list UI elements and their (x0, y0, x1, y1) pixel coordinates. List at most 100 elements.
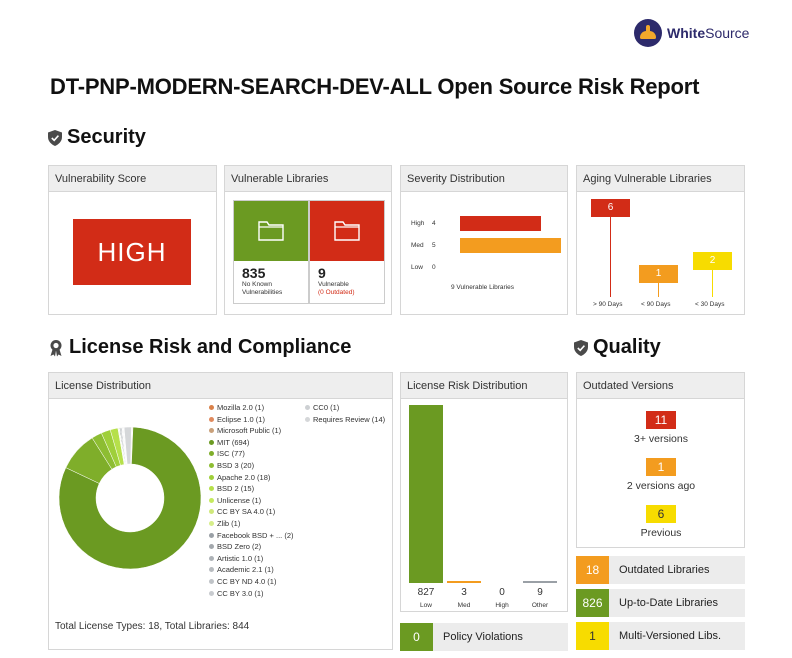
license-risk-label: Low (420, 602, 432, 609)
legend-label: CC BY ND 4.0 (1) (217, 577, 277, 586)
legend-dot (209, 439, 214, 445)
quality-metric: 1 Multi-Versioned Libs. (576, 622, 745, 650)
legend-dot (209, 544, 214, 550)
quality-metric: 18 Outdated Libraries (576, 556, 745, 584)
legend-dot (209, 451, 214, 457)
legend-dot (209, 416, 214, 422)
legend-dot (209, 509, 214, 515)
legend-label: MIT (694) (217, 437, 250, 447)
legend-label: Artistic 1.0 (1) (217, 553, 264, 563)
legend-label: CC BY SA 4.0 (1) (217, 507, 276, 517)
report-title: DT-PNP-MODERN-SEARCH-DEV-ALL Open Source… (50, 74, 700, 99)
license-risk-bar (447, 581, 481, 583)
legend-label: Requires Review (14) (313, 414, 386, 424)
vulnerable-label: Vulnerable (318, 281, 349, 288)
legend-item: Mozilla 2.0 (1) (209, 403, 264, 412)
folder-icon (334, 221, 360, 241)
legend-item: Apache 2.0 (18) (209, 473, 270, 482)
panel-title: License Risk Distribution (401, 373, 567, 399)
whitesource-logo: WhiteSource (634, 18, 749, 48)
vulnerability-score-panel: Vulnerability Score HIGH (48, 165, 217, 315)
legend-label: ISC (77) (217, 449, 245, 459)
severity-bar (460, 216, 541, 231)
quality-metric-value: 826 (576, 589, 609, 617)
legend-item: Zlib (1) (209, 519, 240, 528)
panel-title: Outdated Versions (577, 373, 744, 399)
legend-item: MIT (694) (209, 438, 249, 447)
logo-text: WhiteSource (667, 25, 750, 41)
legend-item: BSD Zero (2) (209, 542, 261, 551)
legend-dot (209, 474, 214, 480)
no-known-vulnerabilities-card: 835 No Known Vulnerabilities (233, 200, 309, 304)
severity-label: High (411, 220, 425, 227)
quality-metric: 826 Up-to-Date Libraries (576, 589, 745, 617)
policy-violations-metric: 0 Policy Violations (400, 623, 568, 651)
legend-label: CC BY 3.0 (1) (217, 588, 264, 598)
legend-label: Apache 2.0 (18) (217, 472, 271, 482)
policy-violations-value: 0 (400, 623, 433, 651)
license-slice (123, 426, 132, 465)
legend-label: Academic 2.1 (1) (217, 565, 274, 575)
legend-label: BSD Zero (2) (217, 542, 262, 552)
legend-item: CC BY 3.0 (1) (209, 589, 264, 598)
severity-distribution-panel: Severity Distribution High 4 Med 5 Low 0 9 Vu… (400, 165, 568, 315)
legend-dot (209, 579, 214, 584)
panel-title: Severity Distribution (401, 166, 567, 192)
legend-label: Eclipse 1.0 (1) (217, 414, 265, 424)
legend-dot (209, 590, 214, 596)
panel-title: Vulnerable Libraries (225, 166, 391, 192)
outdated-version-label: Previous (640, 527, 682, 539)
severity-bar (460, 238, 561, 253)
severity-label: Med (411, 242, 424, 249)
legend-item: CC BY SA 4.0 (1) (209, 507, 275, 516)
vulnerable-card: 9 Vulnerable (0 Outdated) (309, 200, 385, 304)
legend-item: Academic 2.1 (1) (209, 565, 274, 574)
folder-icon (258, 221, 284, 241)
legend-item: ISC (77) (209, 449, 245, 458)
quality-metric-value: 1 (576, 622, 609, 650)
legend-dot (209, 521, 214, 526)
outdated-version-value: 6 (646, 505, 676, 523)
aging-value: 2 (693, 252, 732, 270)
whitesource-logo-icon (634, 19, 662, 47)
award-ribbon-icon (50, 339, 62, 356)
license-risk-bar (409, 405, 443, 583)
vulnerable-library-count: 9 (318, 265, 326, 281)
legend-item: Requires Review (14) (305, 415, 385, 424)
outdated-version-value: 11 (646, 411, 676, 429)
legend-dot (209, 497, 214, 503)
legend-item: CC0 (1) (305, 403, 339, 412)
panel-title: License Distribution (49, 373, 392, 399)
safe-label-line1: No Known (242, 281, 272, 288)
legend-label: Mozilla 2.0 (1) (217, 403, 265, 412)
aging-value: 1 (639, 265, 678, 283)
vulnerability-score-value: HIGH (73, 219, 191, 285)
panel-title: Aging Vulnerable Libraries (577, 166, 744, 192)
license-risk-value: 0 (499, 587, 505, 598)
legend-label: CC0 (1) (313, 403, 340, 412)
aging-label: > 90 Days (593, 301, 623, 308)
legend-dot (209, 405, 214, 410)
outdated-version-label: 2 versions ago (626, 480, 696, 492)
license-risk-label: High (495, 602, 509, 609)
license-total: Total License Types: 18, Total Libraries… (55, 621, 250, 632)
legend-dot (305, 405, 310, 410)
legend-dot (209, 486, 214, 492)
aging-stem (658, 283, 659, 297)
shield-check-icon (574, 339, 588, 356)
legend-dot (305, 416, 310, 422)
aging-label: < 90 Days (641, 301, 671, 308)
license-risk-bar (523, 581, 557, 583)
panel-title: Vulnerability Score (49, 166, 216, 192)
outdated-sublabel: (0 Outdated) (318, 289, 355, 296)
license-risk-label: Other (531, 602, 549, 609)
severity-label: Low (411, 264, 423, 271)
quality-metric-label: Outdated Libraries (619, 564, 710, 576)
legend-dot (209, 555, 214, 561)
vulnerable-libraries-panel: Vulnerable Libraries 835 No Known Vulner… (224, 165, 392, 315)
license-section-title: License Risk and Compliance (48, 336, 351, 359)
quality-metric-label: Up-to-Date Libraries (619, 597, 719, 609)
legend-dot (209, 532, 214, 538)
aging-stem (712, 270, 713, 297)
legend-item: Eclipse 1.0 (1) (209, 415, 265, 424)
